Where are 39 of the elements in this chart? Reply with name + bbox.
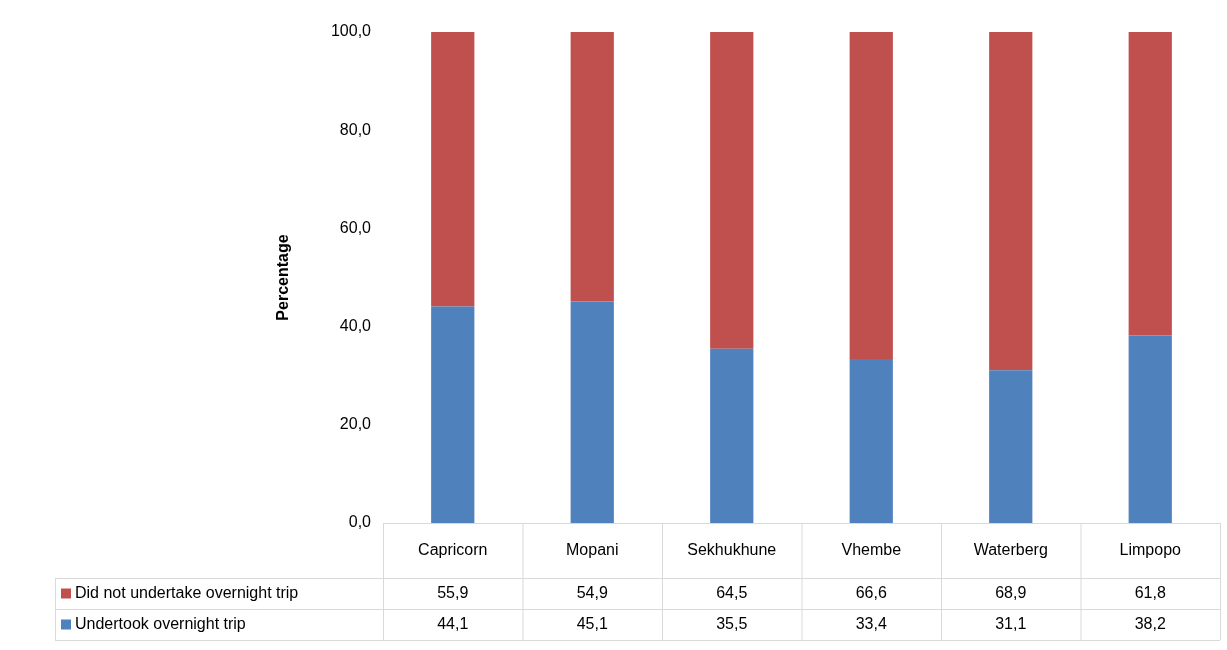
bar <box>849 359 893 523</box>
bar <box>989 32 1033 371</box>
bar <box>570 32 614 302</box>
x-tick-label: Mopani <box>566 541 619 559</box>
bar <box>570 301 614 523</box>
y-tick-label: 20,0 <box>339 415 372 433</box>
data-label: 33,4 <box>855 614 887 632</box>
data-label: 54,9 <box>576 583 608 601</box>
data-label: 68,9 <box>995 583 1027 601</box>
y-tick-label: 60,0 <box>339 218 372 236</box>
bar <box>849 32 893 360</box>
x-tick-label: Waterberg <box>973 541 1048 559</box>
y-tick-label: 100,0 <box>330 22 372 40</box>
data-label: 55,9 <box>437 583 469 601</box>
legend-label: Did not undertake overnight trip <box>75 583 299 601</box>
data-label: 45,1 <box>576 614 608 632</box>
bar <box>710 32 754 349</box>
y-tick-label: 40,0 <box>339 317 372 335</box>
bar <box>710 348 754 523</box>
y-axis-title: Percentage <box>274 234 292 321</box>
bar <box>989 370 1033 523</box>
data-label: 35,5 <box>716 614 748 632</box>
x-tick-label: Sekhukhune <box>687 541 777 559</box>
data-label: 66,6 <box>855 583 887 601</box>
x-tick-label: Capricorn <box>418 541 488 559</box>
bar <box>431 306 475 523</box>
x-tick-label: Limpopo <box>1119 541 1182 559</box>
data-label: 61,8 <box>1134 583 1166 601</box>
bar <box>431 32 475 307</box>
y-tick-label: 80,0 <box>339 120 372 138</box>
legend-label: Undertook overnight trip <box>75 614 246 632</box>
x-tick-label: Vhembe <box>841 541 902 559</box>
y-tick-label: 0,0 <box>348 513 372 531</box>
data-label: 64,5 <box>716 583 748 601</box>
bar <box>1128 32 1172 336</box>
bar <box>1128 335 1172 523</box>
data-label: 44,1 <box>437 614 469 632</box>
data-label: 31,1 <box>995 614 1027 632</box>
data-label: 38,2 <box>1134 614 1166 632</box>
